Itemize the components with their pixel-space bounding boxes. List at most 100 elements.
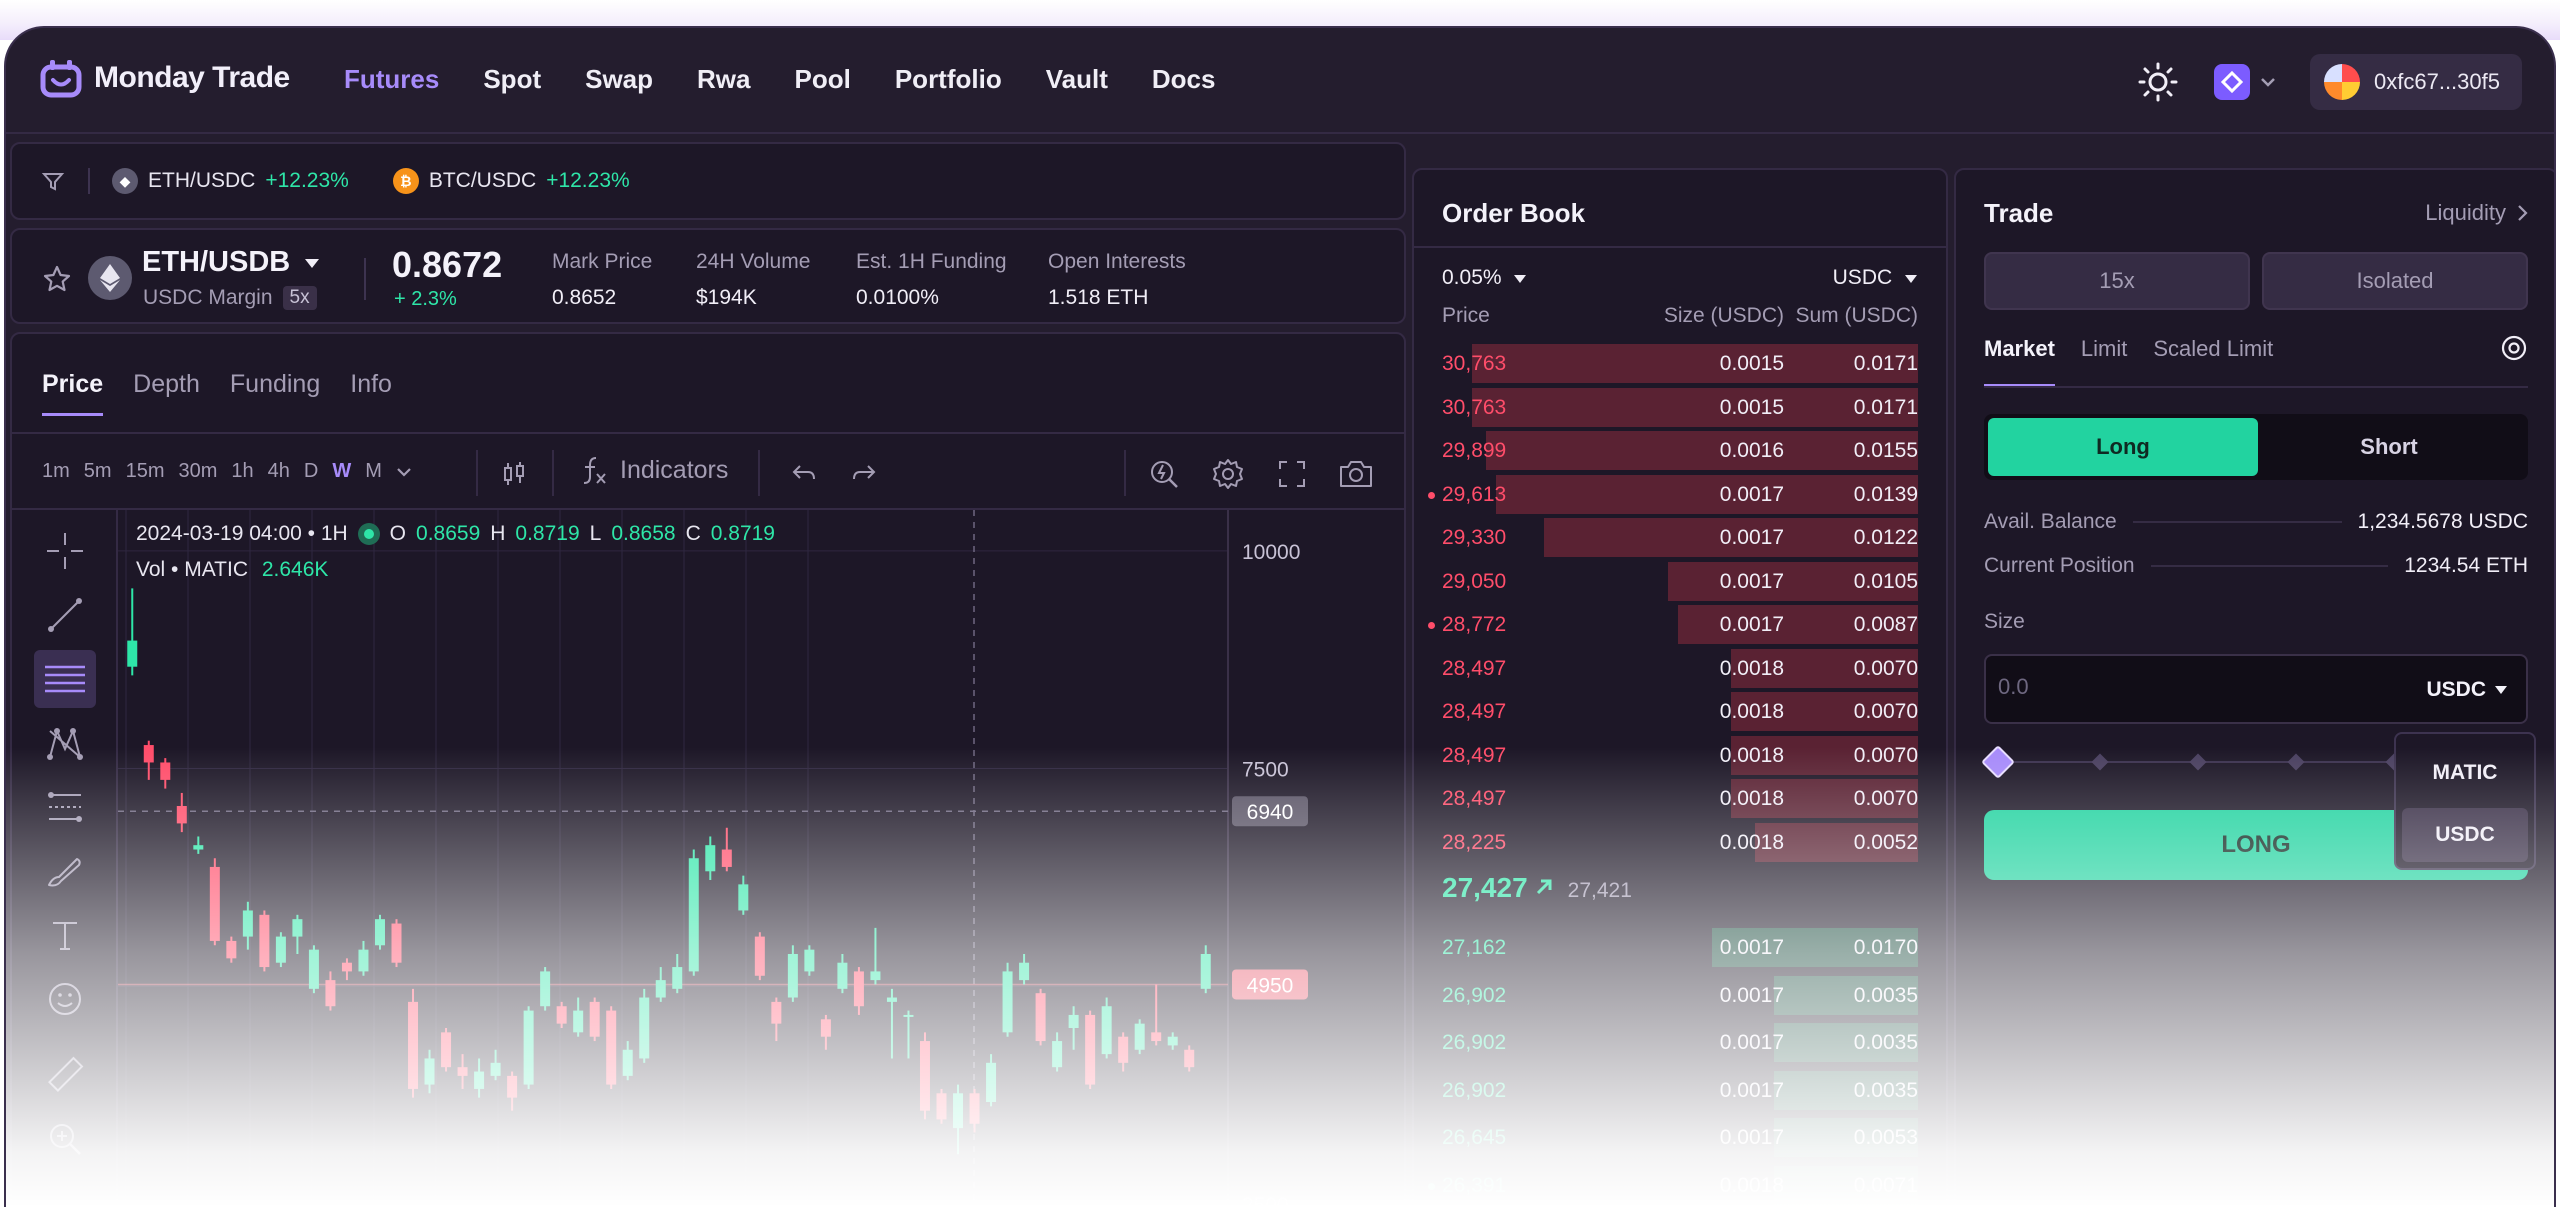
size-unit: USDC: [2426, 678, 2486, 701]
tab-info[interactable]: Info: [350, 370, 392, 398]
emoji-tool[interactable]: [34, 970, 96, 1028]
order-settings-icon[interactable]: [2500, 334, 2528, 362]
nav-link-spot[interactable]: Spot: [483, 64, 542, 94]
timeframe-1m[interactable]: 1m: [42, 460, 70, 482]
ask-row[interactable]: 30,763 0.0015 0.0171: [1414, 342, 1946, 385]
crosshair-tool[interactable]: [34, 522, 96, 580]
margin-mode-button[interactable]: Isolated: [2262, 252, 2528, 310]
ask-row[interactable]: 28,772 0.0017 0.0087: [1414, 603, 1946, 646]
bid-row[interactable]: 26,902 0.0017 0.0035: [1414, 1021, 1946, 1064]
tab-scaled-limit[interactable]: Scaled Limit: [2153, 336, 2274, 361]
bid-row[interactable]: 27,162 0.0017 0.0170: [1414, 926, 1946, 969]
order-size: 0.0018: [1719, 656, 1784, 680]
ask-row[interactable]: 29,899 0.0016 0.0155: [1414, 429, 1946, 472]
nav-link-portfolio[interactable]: Portfolio: [894, 64, 1002, 94]
indicators-button[interactable]: Indicators: [578, 454, 728, 486]
candle-style-button[interactable]: [494, 454, 534, 494]
brand-logo[interactable]: Monday Trade: [40, 58, 290, 98]
network-selector[interactable]: [2214, 64, 2276, 100]
ask-row[interactable]: 30,763 0.0015 0.0171: [1414, 386, 1946, 429]
nav-link-docs[interactable]: Docs: [1151, 64, 1216, 94]
bid-row[interactable]: 26,902 0.0017 0.0035: [1414, 974, 1946, 1017]
text-tool[interactable]: [34, 906, 96, 964]
nav-link-vault[interactable]: Vault: [1045, 64, 1108, 94]
arrow-up-right-icon: [1536, 879, 1552, 895]
bid-row[interactable]: 26,645 0.0017 0.0053: [1414, 1116, 1946, 1159]
order-price: 27,162: [1442, 936, 1507, 959]
dropdown-option-matic[interactable]: MATIC: [2432, 761, 2498, 784]
pair-selector[interactable]: ETH/USDB: [142, 246, 320, 279]
ask-row[interactable]: 28,225 0.0018 0.0052: [1414, 821, 1946, 864]
candle-body: [622, 1049, 633, 1076]
side-toggle: Long Short: [1984, 414, 2528, 480]
timeframe-w[interactable]: W: [332, 460, 352, 482]
ruler-tool[interactable]: [34, 1046, 96, 1104]
price-chart[interactable]: 1000075005000250069404950: [118, 510, 1406, 1207]
ticker-item-eth[interactable]: ◆ ETH/USDC +12.23%: [112, 168, 349, 194]
timeframe-15m[interactable]: 15m: [125, 460, 165, 482]
trendline-tool[interactable]: [34, 586, 96, 644]
fullscreen-button[interactable]: [1272, 454, 1312, 494]
nav-link-swap[interactable]: Swap: [585, 64, 654, 94]
depth-bar: [1730, 648, 1918, 688]
brush-tool[interactable]: [34, 842, 96, 900]
bid-row[interactable]: 26,902 0.0017 0.0035: [1414, 1069, 1946, 1112]
fib-tool[interactable]: [34, 778, 96, 836]
filter-icon[interactable]: [40, 168, 66, 194]
nav-link-futures[interactable]: Futures: [344, 64, 440, 94]
zoom-tool[interactable]: [34, 1110, 96, 1168]
wallet-button[interactable]: 0xfc67...30f5: [2310, 54, 2522, 110]
timeframe-5m[interactable]: 5m: [83, 460, 112, 482]
size-unit-selector[interactable]: USDC: [2426, 678, 2508, 702]
undo-button[interactable]: [784, 454, 824, 494]
settings-button[interactable]: [1208, 454, 1248, 494]
nav-link-pool[interactable]: Pool: [794, 64, 851, 94]
ask-row[interactable]: 28,497 0.0018 0.0070: [1414, 647, 1946, 690]
bid-row[interactable]: 26,391 0.0018 0.0071: [1414, 1164, 1946, 1207]
timeframe-m[interactable]: M: [365, 460, 382, 482]
favorite-star-icon[interactable]: [42, 264, 72, 294]
ask-row[interactable]: 29,330 0.0017 0.0122: [1414, 516, 1946, 559]
theme-toggle-button[interactable]: [2136, 60, 2180, 104]
leverage-button[interactable]: 15x: [1984, 252, 2250, 310]
size-slider[interactable]: [1981, 745, 2446, 779]
ask-row[interactable]: 28,497 0.0018 0.0070: [1414, 734, 1946, 777]
divider: [88, 168, 90, 194]
slider-step: [2189, 753, 2207, 771]
timeframe-1h[interactable]: 1h: [231, 460, 254, 482]
nav-link-rwa[interactable]: Rwa: [697, 64, 751, 94]
tab-depth[interactable]: Depth: [133, 370, 200, 398]
ask-row[interactable]: 29,050 0.0017 0.0105: [1414, 560, 1946, 603]
liquidity-label: Liquidity: [2425, 200, 2506, 225]
candle-body: [259, 914, 270, 968]
timeframe-30m[interactable]: 30m: [178, 460, 218, 482]
precision-selector[interactable]: 0.05%: [1442, 266, 1527, 290]
ask-row[interactable]: 28,497 0.0018 0.0070: [1414, 690, 1946, 733]
candle-body: [1134, 1023, 1145, 1050]
open-value: 0.8659: [416, 522, 481, 545]
tab-market[interactable]: Market: [1984, 336, 2055, 387]
unit-selector[interactable]: USDC: [1833, 266, 1918, 290]
tab-price[interactable]: Price: [42, 370, 104, 416]
timeframe-4h[interactable]: 4h: [267, 460, 290, 482]
ask-row[interactable]: 29,613 0.0017 0.0139: [1414, 473, 1946, 516]
pattern-tool[interactable]: [34, 714, 96, 772]
dropdown-option-usdc[interactable]: USDC: [2402, 808, 2528, 862]
tab-funding[interactable]: Funding: [229, 370, 321, 398]
ticker-item-btc[interactable]: ₿ BTC/USDC +12.23%: [392, 168, 630, 194]
short-tab[interactable]: Short: [2360, 434, 2418, 459]
tab-limit[interactable]: Limit: [2080, 336, 2128, 361]
slider-handle[interactable]: [1981, 745, 2015, 779]
timeframe-d[interactable]: D: [303, 460, 319, 482]
order-sum: 0.0035: [1853, 983, 1918, 1007]
screenshot-button[interactable]: [1336, 454, 1376, 494]
horizontal-lines-tool[interactable]: [34, 650, 96, 708]
liquidity-link[interactable]: Liquidity: [2425, 200, 2528, 226]
ask-row[interactable]: 28,497 0.0018 0.0070: [1414, 777, 1946, 820]
quick-search-button[interactable]: [1144, 454, 1184, 494]
long-tab[interactable]: Long: [1988, 418, 2258, 476]
redo-button[interactable]: [844, 454, 884, 494]
chevron-down-icon[interactable]: [396, 466, 412, 478]
trade-title: Trade: [1984, 198, 2054, 228]
size-input[interactable]: [1998, 674, 2298, 700]
